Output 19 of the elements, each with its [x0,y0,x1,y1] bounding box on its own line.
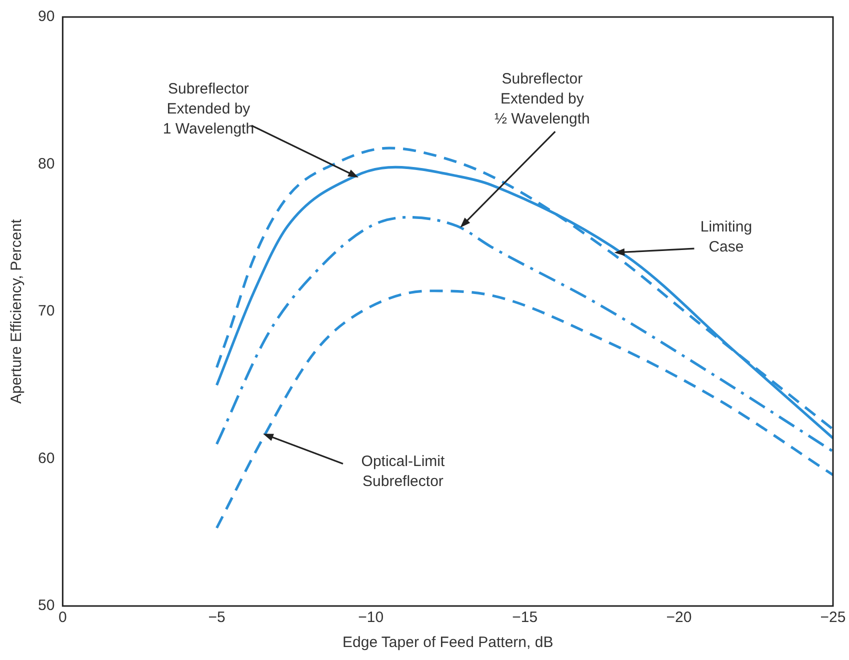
x-tick-label: −5 [208,609,226,626]
x-tick-label: 0 [58,609,67,626]
y-tick-label: 60 [38,450,55,467]
annotation: Subreflector Extended by ½ Wavelength [494,70,590,128]
x-axis-title: Edge Taper of Feed Pattern, dB [342,634,554,652]
y-tick-label: 80 [38,155,55,172]
x-tick-label: −20 [666,609,692,626]
line-series [215,290,833,530]
y-axis-title: Aperture Efficiency, Percent [8,218,26,404]
annotation: Subreflector Extended by 1 Wavelength [162,80,254,138]
y-tick-label: 70 [38,302,55,320]
x-tick-label: −25 [820,609,846,626]
line-series [215,216,833,453]
x-tick-label: −15 [512,609,538,626]
annotation: Optical-Limit Subreflector [361,452,446,490]
x-tick-label: −10 [358,609,384,626]
y-tick-label: 90 [38,8,55,26]
annotation: Limiting Case [700,218,752,256]
y-tick-label: 50 [38,597,55,614]
